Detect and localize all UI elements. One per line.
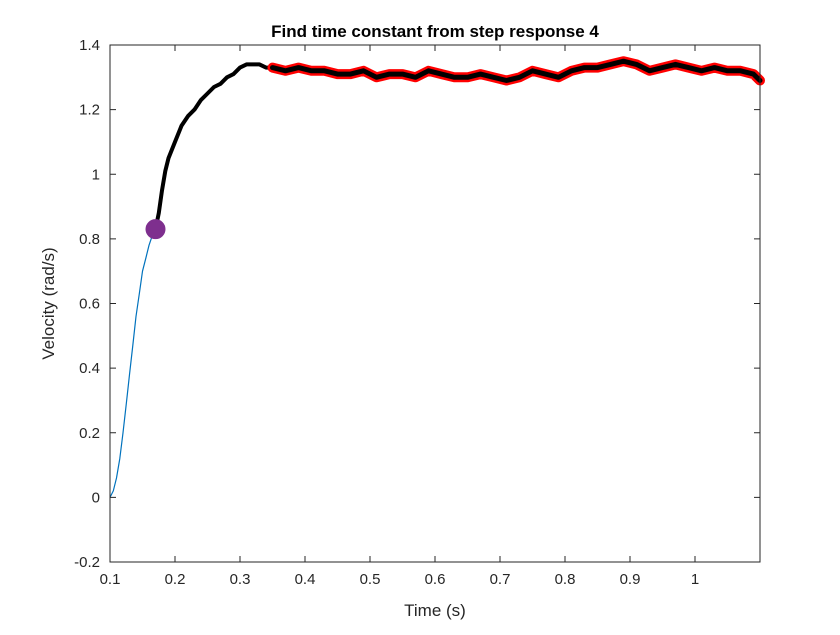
y-tick-label: 0 (92, 489, 100, 506)
x-tick-label: 0.5 (360, 571, 381, 588)
x-tick-label: 0.8 (555, 571, 576, 588)
x-tick-label: 0.7 (490, 571, 511, 588)
plot-content (109, 56, 765, 498)
x-axis-title: Time (s) (404, 601, 466, 620)
x-tick-label: 0.3 (230, 571, 251, 588)
x-tick-label: 0.1 (100, 571, 121, 588)
x-tick-label: 1 (691, 571, 699, 588)
y-tick-label: -0.2 (74, 554, 100, 571)
ticks: 0.1 0.2 0.3 0.4 0.5 0.6 0.7 0.8 0.9 1 -0.2 0 0.2 0.4 0… (74, 37, 760, 588)
series-rise-line (109, 228, 157, 498)
series-fit-line (153, 62, 275, 232)
y-tick-label: 0.8 (79, 231, 100, 248)
x-tick-label: 0.4 (295, 571, 316, 588)
y-tick-label: 1.2 (79, 102, 100, 119)
time-constant-marker (145, 219, 166, 240)
x-tick-label: 0.6 (425, 571, 446, 588)
series-steady-state-line (270, 58, 763, 83)
y-tick-label: 0.6 (79, 296, 100, 313)
y-tick-label: 0.4 (79, 360, 100, 377)
axes-box (109, 44, 761, 563)
y-axis-title: Velocity (rad/s) (39, 247, 58, 359)
y-tick-label: 1 (92, 166, 100, 183)
x-tick-label: 0.9 (620, 571, 641, 588)
y-tick-label: 0.2 (79, 425, 100, 442)
x-tick-label: 0.2 (165, 571, 186, 588)
y-tick-label: 1.4 (79, 37, 100, 54)
chart-title: Find time constant from step response 4 (271, 22, 599, 41)
